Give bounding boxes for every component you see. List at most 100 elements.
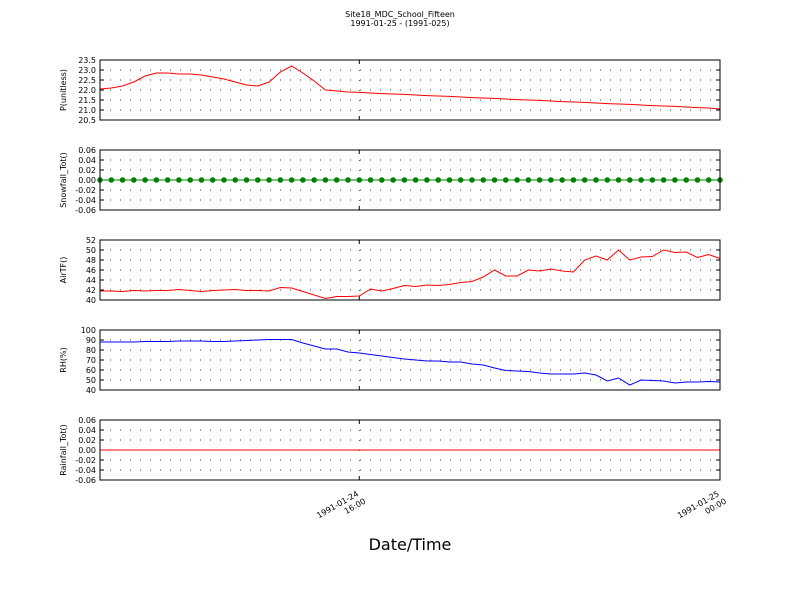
data-point — [164, 177, 171, 183]
data-point — [390, 177, 396, 183]
data-point — [255, 177, 261, 183]
y-tick-label: 0.06 — [78, 146, 96, 155]
data-point — [198, 177, 205, 183]
data-point — [548, 177, 554, 183]
y-tick-label: 23.0 — [78, 66, 96, 75]
data-point — [300, 177, 306, 183]
data-point — [446, 177, 453, 183]
data-point — [503, 177, 509, 183]
y-tick-label: 0.04 — [78, 156, 96, 165]
data-point — [480, 177, 487, 183]
y-tick-label: 0.02 — [78, 436, 96, 445]
y-tick-label: 22.0 — [78, 86, 96, 95]
y-tick-label: 52 — [86, 236, 96, 245]
data-line — [99, 65, 721, 110]
data-point — [209, 177, 216, 183]
y-tick-label: 50 — [86, 376, 96, 385]
plot-frame — [99, 419, 721, 481]
y-tick-label: -0.06 — [75, 206, 96, 215]
y-tick-label: 0.06 — [78, 416, 96, 425]
data-point — [221, 177, 227, 183]
y-tick-label: 0.04 — [78, 426, 96, 435]
data-point — [649, 177, 656, 183]
y-tick-label: 60 — [86, 366, 96, 375]
plot-frame — [99, 239, 721, 301]
data-point — [333, 177, 340, 183]
y-tick-label: -0.04 — [75, 466, 96, 475]
data-point — [288, 177, 295, 183]
data-line — [100, 339, 721, 386]
y-axis-label: RH(%) — [59, 347, 68, 372]
data-point — [581, 177, 588, 183]
data-point — [311, 177, 317, 183]
data-point — [627, 177, 633, 183]
data-point — [108, 177, 115, 183]
y-tick-label: 22.5 — [78, 76, 96, 85]
data-point — [119, 177, 126, 183]
y-axis-label: Rainfall_Tot() — [59, 424, 68, 476]
data-point — [683, 177, 689, 183]
data-point — [672, 177, 678, 183]
y-tick-label: 100 — [81, 326, 96, 335]
y-tick-label: 40 — [86, 386, 96, 395]
data-point — [435, 177, 441, 183]
y-tick-label: 21.5 — [78, 96, 96, 105]
y-tick-label: 46 — [86, 266, 96, 275]
data-point — [379, 177, 385, 183]
data-point — [243, 177, 250, 183]
data-line — [100, 249, 721, 300]
data-point — [401, 177, 408, 183]
data-point — [536, 177, 543, 183]
y-tick-label: -0.06 — [75, 476, 96, 485]
y-tick-label: 0.00 — [78, 446, 96, 455]
data-point — [356, 177, 363, 183]
data-point — [345, 177, 351, 183]
data-point — [277, 177, 284, 183]
data-point — [412, 177, 419, 183]
y-axis-label: Snowfall_Tot() — [59, 152, 68, 208]
y-tick-label: 40 — [86, 296, 96, 305]
data-point — [660, 177, 667, 183]
plot-frame — [99, 329, 721, 391]
data-point — [153, 177, 160, 183]
data-point — [367, 177, 374, 183]
data-point — [131, 177, 137, 183]
plot-frame — [99, 149, 721, 211]
y-tick-label: 0.00 — [78, 176, 96, 185]
y-tick-label: 50 — [86, 246, 96, 255]
data-point — [424, 177, 430, 183]
chart-subtitle: 1991-01-25 - (1991-025) — [350, 19, 449, 28]
plot-frame — [99, 59, 721, 121]
y-tick-label: 90 — [86, 336, 96, 345]
data-point — [187, 177, 193, 183]
data-point — [142, 177, 148, 183]
y-tick-label: 20.5 — [78, 116, 96, 125]
data-point — [322, 177, 329, 183]
data-point — [705, 177, 712, 183]
data-point — [559, 177, 565, 183]
y-axis-label: P(unitless) — [59, 69, 68, 111]
data-point — [457, 177, 464, 183]
data-point — [469, 177, 475, 183]
y-tick-label: 0.02 — [78, 166, 96, 175]
data-point — [232, 177, 239, 183]
y-tick-label: 70 — [86, 356, 96, 365]
chart-title: Site18_MDC_School_Fifteen — [345, 10, 455, 19]
data-point — [615, 177, 622, 183]
data-point — [638, 177, 644, 183]
y-tick-label: 80 — [86, 346, 96, 355]
y-tick-label: 42 — [86, 286, 96, 295]
data-point — [593, 177, 599, 183]
y-tick-label: -0.04 — [75, 196, 96, 205]
y-axis-label: AirTF() — [59, 257, 68, 284]
data-point — [604, 177, 611, 183]
y-tick-label: 23.5 — [78, 56, 96, 65]
data-point — [570, 177, 577, 183]
y-tick-label: 44 — [86, 276, 96, 285]
data-point — [176, 177, 182, 183]
data-point — [514, 177, 520, 183]
data-point — [694, 177, 701, 183]
y-tick-label: -0.02 — [75, 456, 96, 465]
data-point — [491, 177, 498, 183]
